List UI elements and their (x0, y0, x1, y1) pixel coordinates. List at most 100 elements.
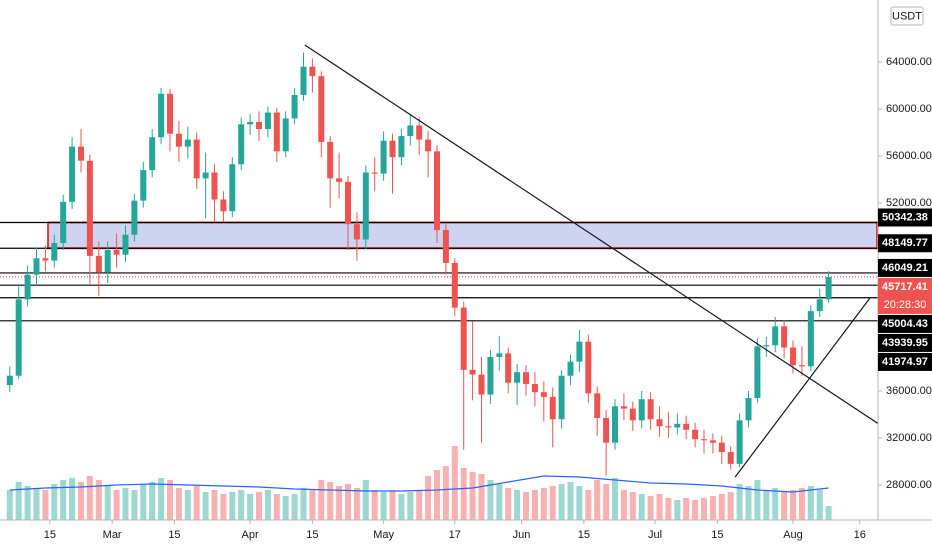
volume-bar (825, 506, 832, 520)
volume-bar (523, 492, 530, 520)
volume-bar (86, 476, 93, 520)
volume-bar (336, 486, 343, 520)
x-tick-label: Jul (648, 529, 662, 541)
volume-bar (612, 478, 619, 520)
candle-body (736, 420, 743, 464)
candle-body (42, 258, 49, 261)
volume-bar (140, 484, 147, 520)
plot-area (0, 44, 878, 520)
candle-body (816, 299, 823, 312)
candle-body (353, 224, 360, 240)
volume-bar (42, 490, 49, 520)
candle-body (282, 118, 289, 152)
unit-label: USDT (892, 10, 922, 22)
volume-bar (620, 490, 627, 520)
level-label-bg (878, 277, 932, 314)
x-tick-label: Aug (783, 529, 803, 541)
candle-body (754, 346, 761, 399)
unit-box[interactable] (890, 6, 924, 26)
candle-body (772, 326, 779, 346)
candle-body (620, 406, 627, 409)
level-label-bg (878, 208, 932, 227)
candle-body (149, 137, 156, 171)
volume-bar (816, 490, 823, 520)
x-tick-label: 15 (168, 529, 180, 541)
candle-body (371, 172, 378, 174)
candle-body (291, 94, 298, 119)
volume-bar (60, 480, 67, 520)
candle-body (460, 307, 467, 370)
level-label-bg (878, 314, 932, 333)
candle-body (505, 353, 512, 383)
candle-body (60, 201, 67, 243)
x-tick-label: Apr (242, 529, 259, 541)
volume-bar (531, 490, 538, 520)
volume-ma (9, 475, 829, 493)
candle-body (478, 374, 485, 395)
candle-body (674, 423, 681, 428)
candle-body (318, 76, 325, 142)
level-label: 46049.21 (882, 262, 928, 274)
volume-bar (69, 478, 76, 520)
candle-body (807, 311, 814, 367)
volume-bar (158, 478, 165, 520)
volume-bar (727, 492, 734, 520)
volume-bar (24, 486, 31, 520)
candle-body (247, 121, 254, 125)
x-tick-label: 16 (854, 529, 866, 541)
candle-body (175, 133, 182, 147)
candle-body (255, 121, 262, 130)
volume-bar (647, 496, 654, 520)
volume-bar (166, 480, 173, 520)
volume-bar (487, 480, 494, 520)
candle-body (692, 429, 699, 440)
candle-body (184, 139, 191, 147)
volume-bar (425, 476, 432, 520)
candle-body (327, 141, 334, 179)
volume-bar (104, 486, 111, 520)
volume-bar (798, 488, 805, 520)
candle-body (202, 172, 209, 179)
volume-bar (398, 494, 405, 520)
y-tick-label: 28000.00 (886, 479, 932, 491)
candle-body (140, 170, 147, 201)
x-tick-label: 15 (44, 529, 56, 541)
candle-body (69, 146, 76, 202)
candle-body (220, 199, 227, 212)
volume-bar (318, 480, 325, 520)
y-tick-label: 60000.00 (886, 103, 932, 115)
candle-body (665, 426, 672, 428)
candle-body (781, 326, 788, 348)
candle-body (6, 375, 13, 386)
y-tick-label: 36000.00 (886, 385, 932, 397)
volume-bar (701, 498, 708, 520)
volume-bar (229, 492, 236, 520)
volume-bar (15, 482, 22, 520)
level-label: 45004.43 (882, 318, 928, 330)
level-label-bg (878, 333, 932, 352)
volume-bar (674, 500, 681, 520)
volume-bar (184, 490, 191, 520)
level-label-bg (878, 352, 932, 371)
level-label: 43939.95 (882, 337, 928, 349)
candle-body (77, 146, 84, 161)
volume-bar (585, 490, 592, 520)
volume-bar (247, 494, 254, 520)
volume-bar (451, 446, 458, 520)
volume-bar (300, 488, 307, 520)
volume-bar (576, 486, 583, 520)
volume-bar (113, 490, 120, 520)
x-tick-label: 17 (449, 529, 461, 541)
candle-body (487, 356, 494, 395)
candle-body (33, 258, 40, 275)
volume-bar (603, 484, 610, 520)
candle-body (104, 250, 111, 273)
candle-body (585, 341, 592, 394)
volume-bar (51, 484, 58, 520)
candle-body (158, 93, 165, 138)
volume-bar (291, 494, 298, 520)
volume-bar (709, 496, 716, 520)
level-label: 41974.97 (882, 356, 928, 368)
volume-bar (478, 474, 485, 520)
